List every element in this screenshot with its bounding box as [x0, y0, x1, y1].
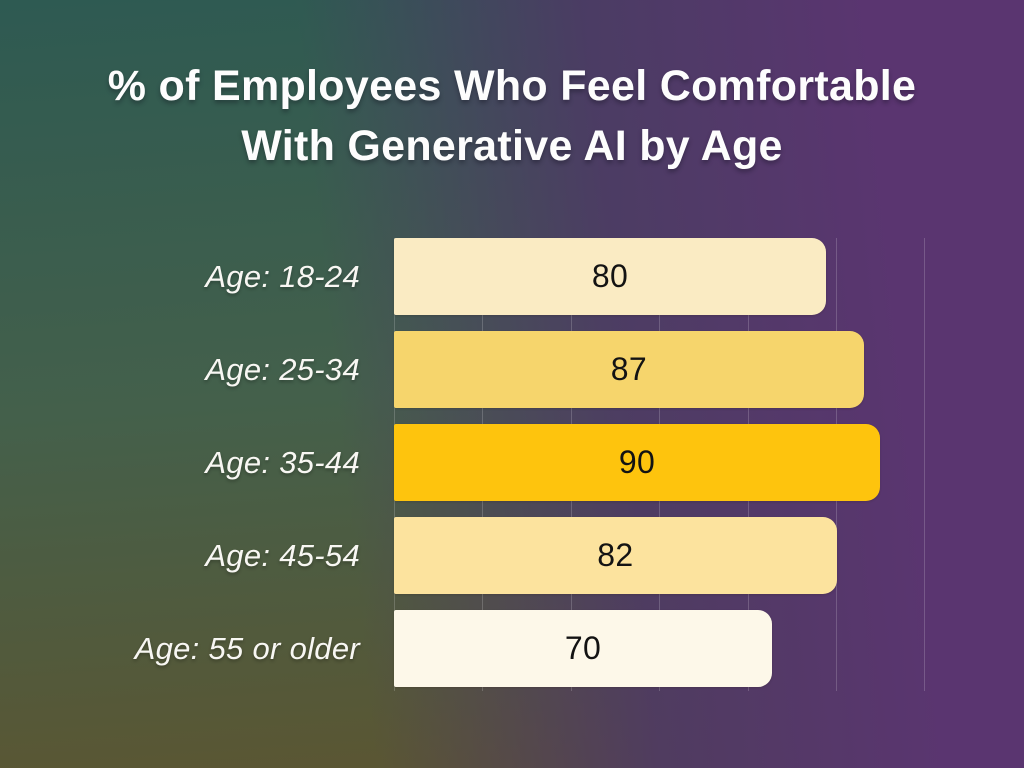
bar: 87	[394, 331, 864, 408]
bar-rows: Age: 18-24 80 Age: 25-34 87 Age: 35-44 90 Age:…	[0, 238, 1024, 687]
bar-row: Age: 55 or older 70	[0, 610, 1024, 687]
bar-row: Age: 35-44 90	[0, 424, 1024, 501]
bar-track: 80	[394, 238, 1024, 315]
bar-row: Age: 45-54 82	[0, 517, 1024, 594]
bar-value-label: 80	[591, 258, 629, 294]
bar-value-label: 90	[618, 444, 656, 480]
bar-track: 70	[394, 610, 1024, 687]
bar-track: 87	[394, 331, 1024, 408]
category-label: Age: 35-44	[205, 444, 360, 480]
chart-title: % of Employees Who Feel Comfortable With…	[0, 56, 1024, 176]
bar-row: Age: 25-34 87	[0, 331, 1024, 408]
bar: 80	[394, 238, 826, 315]
category-label: Age: 55 or older	[134, 630, 360, 666]
category-label: Age: 18-24	[205, 258, 360, 294]
bar-chart: Age: 18-24 80 Age: 25-34 87 Age: 35-44 90 Age:…	[0, 238, 1024, 694]
bar-value-label: 87	[610, 351, 647, 387]
bar-row: Age: 18-24 80	[0, 238, 1024, 315]
bar-value-label: 82	[597, 537, 634, 573]
bar-track: 82	[394, 517, 1024, 594]
bar: 82	[394, 517, 837, 594]
bar-track: 90	[394, 424, 1024, 501]
category-label: Age: 45-54	[205, 537, 360, 573]
bar: 90	[394, 424, 880, 501]
chart-title-line-2: With Generative AI by Age	[241, 122, 783, 170]
chart-title-line-1: % of Employees Who Feel Comfortable	[107, 62, 917, 110]
bar: 70	[394, 610, 772, 687]
category-label: Age: 25-34	[205, 351, 360, 387]
bar-value-label: 70	[564, 630, 602, 666]
